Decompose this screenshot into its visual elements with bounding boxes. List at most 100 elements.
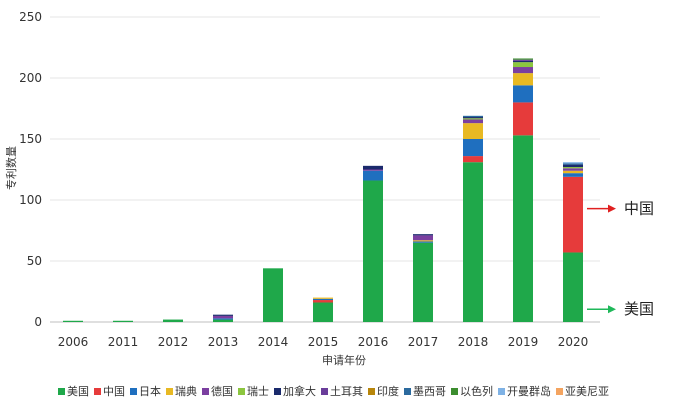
- legend-item: 亚美尼亚: [556, 383, 609, 399]
- y-tick-label: 250: [19, 10, 42, 24]
- y-axis-tick-labels: 0 50 100 150 200 250: [19, 10, 42, 329]
- legend-item: 瑞典: [166, 383, 197, 399]
- legend-item: 德国: [202, 383, 233, 399]
- annotation-arrow-head: [608, 305, 616, 314]
- bar-segment: [513, 60, 533, 63]
- legend-label: 中国: [103, 385, 125, 398]
- bar-segment: [363, 170, 383, 181]
- y-tick-label: 150: [19, 132, 42, 146]
- legend-item: 瑞士: [238, 383, 269, 399]
- bar-segment: [463, 123, 483, 139]
- y-tick-label: 50: [27, 254, 42, 268]
- bar-segment: [463, 162, 483, 322]
- bar-segment: [513, 58, 533, 60]
- legend-label: 印度: [377, 385, 399, 398]
- legend-label: 亚美尼亚: [565, 385, 609, 398]
- bar-segment: [213, 318, 233, 320]
- bar-segment: [513, 73, 533, 86]
- bar-segment: [413, 234, 433, 236]
- bar-segment: [313, 302, 333, 322]
- bar-segment: [563, 176, 583, 253]
- legend-label: 日本: [139, 385, 161, 398]
- bar-segment: [563, 167, 583, 169]
- x-tick-label: 2020: [558, 335, 589, 349]
- legend-swatch: [404, 387, 411, 395]
- legend-swatch: [58, 387, 65, 395]
- legend-item: 墨西哥: [404, 383, 446, 399]
- bar-segment: [563, 168, 583, 171]
- x-tick-label: 2013: [208, 335, 239, 349]
- bar-segment: [263, 268, 283, 322]
- x-axis-tick-labels: 2006 2011 2012 2013 2014 2015 2016 2017 2018 2019…: [58, 335, 589, 349]
- legend-item: 加拿大: [274, 383, 316, 399]
- y-tick-label: 0: [34, 315, 42, 329]
- legend-swatch: [238, 387, 245, 395]
- bar-segment: [113, 320, 133, 322]
- bar-segment: [413, 241, 433, 243]
- x-tick-label: 2018: [458, 335, 489, 349]
- legend-item: 中国: [94, 383, 125, 399]
- bar-segment: [163, 319, 183, 322]
- bar-segment: [213, 314, 233, 316]
- legend-swatch: [498, 387, 505, 395]
- legend-item: 印度: [368, 383, 399, 399]
- legend: 美国 中国 日本 瑞典 德国 瑞士 加拿大 土耳其 印度 墨西哥 以色列 开曼群岛 亚美尼亚: [58, 383, 673, 399]
- x-tick-label: 2017: [408, 335, 439, 349]
- bar-segment: [463, 115, 483, 118]
- x-axis-title: 申请年份: [322, 353, 366, 367]
- bar-segment: [463, 118, 483, 120]
- legend-swatch: [130, 387, 137, 395]
- bar-segment: [513, 67, 533, 74]
- legend-label: 美国: [67, 385, 89, 398]
- legend-label: 开曼群岛: [507, 385, 551, 398]
- legend-item: 开曼群岛: [498, 383, 551, 399]
- bar-segment: [463, 117, 483, 119]
- legend-label: 墨西哥: [413, 385, 446, 398]
- x-tick-label: 2015: [308, 335, 339, 349]
- bar-segment: [463, 139, 483, 157]
- bar-segment: [413, 235, 433, 241]
- bar-segment: [563, 170, 583, 174]
- bar-segment: [363, 180, 383, 322]
- annotation-arrow-head: [608, 204, 616, 213]
- legend-swatch: [202, 387, 209, 395]
- legend-label: 瑞士: [247, 385, 269, 398]
- legend-label: 瑞典: [175, 385, 197, 398]
- x-tick-label: 2011: [108, 335, 139, 349]
- legend-item: 以色列: [451, 383, 493, 399]
- bar-segment: [563, 163, 583, 165]
- bar-segment: [513, 135, 533, 322]
- legend-swatch: [321, 387, 328, 395]
- legend-swatch: [556, 387, 563, 395]
- bar-segment: [563, 162, 583, 164]
- y-tick-label: 200: [19, 71, 42, 85]
- bar-segment: [413, 240, 433, 242]
- bar-segment: [213, 315, 233, 319]
- bar-segment: [213, 319, 233, 322]
- bar-segment: [563, 164, 583, 168]
- legend-swatch: [368, 387, 375, 395]
- bar-segment: [513, 62, 533, 68]
- legend-swatch: [451, 387, 458, 395]
- x-tick-label: 2012: [158, 335, 189, 349]
- bar-segment: [513, 102, 533, 136]
- bar-segment: [313, 300, 333, 303]
- legend-label: 土耳其: [330, 385, 363, 398]
- bar-segment: [563, 173, 583, 177]
- bar-segment: [363, 169, 383, 171]
- bar-segment: [313, 297, 333, 299]
- y-tick-label: 100: [19, 193, 42, 207]
- y-axis-title: 专利数量: [4, 146, 18, 190]
- x-tick-label: 2019: [508, 335, 539, 349]
- legend-label: 加拿大: [283, 385, 316, 398]
- x-tick-label: 2006: [58, 335, 89, 349]
- legend-item: 日本: [130, 383, 161, 399]
- bar-segment: [513, 85, 533, 103]
- bar-segment: [463, 119, 483, 124]
- bar-segment: [513, 59, 533, 61]
- annotation-label: 中国: [624, 200, 654, 218]
- bar-segment: [413, 242, 433, 322]
- annotation-label: 美国: [624, 300, 654, 318]
- x-tick-label: 2016: [358, 335, 389, 349]
